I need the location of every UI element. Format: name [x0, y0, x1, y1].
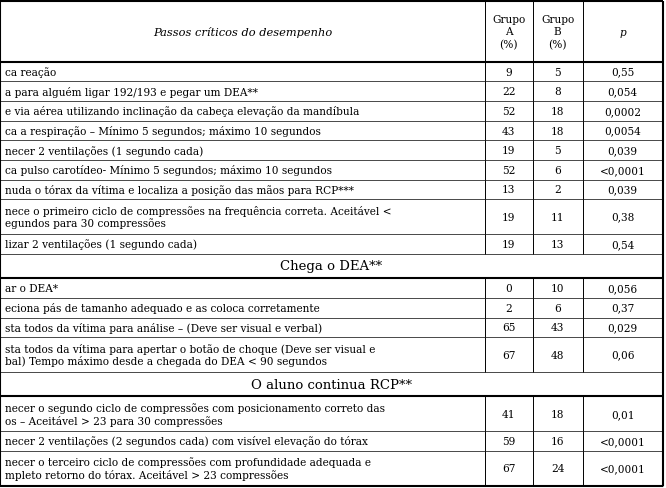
Text: 11: 11	[551, 212, 565, 222]
Text: 0,054: 0,054	[607, 87, 638, 97]
Text: necer 2 ventilações (1 segundo cada): necer 2 ventilações (1 segundo cada)	[5, 145, 203, 156]
Text: 0,01: 0,01	[611, 409, 635, 419]
Text: sta todos da vítima para análise – (Deve ser visual e verbal): sta todos da vítima para análise – (Deve…	[5, 322, 322, 333]
Text: Passos críticos do desempenho: Passos críticos do desempenho	[153, 27, 332, 38]
Text: ca reação: ca reação	[5, 67, 56, 78]
Text: Chega o DEA**: Chega o DEA**	[280, 260, 382, 273]
Text: 0,55: 0,55	[611, 67, 634, 78]
Text: 19: 19	[502, 212, 515, 222]
Text: necer 2 ventilações (2 segundos cada) com visível elevação do tórax: necer 2 ventilações (2 segundos cada) co…	[5, 436, 368, 447]
Text: lizar 2 ventilações (1 segundo cada): lizar 2 ventilações (1 segundo cada)	[5, 239, 196, 250]
Text: 2: 2	[554, 185, 561, 195]
Text: 9: 9	[505, 67, 512, 78]
Text: 0,37: 0,37	[611, 303, 635, 313]
Text: 10: 10	[551, 284, 565, 293]
Text: <0,0001: <0,0001	[600, 436, 645, 446]
Text: 13: 13	[551, 240, 565, 249]
Text: 0: 0	[505, 284, 512, 293]
Text: <0,0001: <0,0001	[600, 165, 645, 176]
Text: 24: 24	[551, 463, 565, 473]
Text: 13: 13	[502, 185, 515, 195]
Text: <0,0001: <0,0001	[600, 463, 645, 473]
Text: 48: 48	[551, 350, 565, 360]
Text: 41: 41	[502, 409, 515, 419]
Text: Grupo
B
(%): Grupo B (%)	[541, 15, 574, 50]
Text: 67: 67	[502, 463, 515, 473]
Text: 0,056: 0,056	[607, 284, 638, 293]
Text: 19: 19	[502, 240, 515, 249]
Text: 67: 67	[502, 350, 515, 360]
Text: sta todos da vítima para apertar o botão de choque (Deve ser visual e
bal) Tempo: sta todos da vítima para apertar o botão…	[5, 343, 375, 366]
Text: 43: 43	[551, 323, 565, 333]
Text: a para alguém ligar 192/193 e pegar um DEA**: a para alguém ligar 192/193 e pegar um D…	[5, 86, 258, 98]
Text: ca pulso carotídeo- Mínimo 5 segundos; máximo 10 segundos: ca pulso carotídeo- Mínimo 5 segundos; m…	[5, 165, 332, 176]
Text: 18: 18	[551, 107, 565, 117]
Text: 0,0054: 0,0054	[604, 126, 641, 136]
Text: nuda o tórax da vítima e localiza a posição das mãos para RCP***: nuda o tórax da vítima e localiza a posi…	[5, 184, 354, 196]
Text: 18: 18	[551, 409, 565, 419]
Text: 0,06: 0,06	[611, 350, 635, 360]
Text: 18: 18	[551, 126, 565, 136]
Text: 22: 22	[502, 87, 515, 97]
Text: ar o DEA*: ar o DEA*	[5, 284, 58, 293]
Text: 5: 5	[555, 67, 561, 78]
Text: O aluno continua RCP**: O aluno continua RCP**	[251, 378, 412, 391]
Text: 0,54: 0,54	[611, 240, 635, 249]
Text: 5: 5	[555, 146, 561, 156]
Text: 0,029: 0,029	[607, 323, 638, 333]
Text: ca a respiração – Mínimo 5 segundos; máximo 10 segundos: ca a respiração – Mínimo 5 segundos; máx…	[5, 126, 320, 137]
Text: 52: 52	[502, 107, 515, 117]
Text: 6: 6	[554, 165, 561, 176]
Text: necer o segundo ciclo de compressões com posicionamento correto das
os – Aceitáv: necer o segundo ciclo de compressões com…	[5, 402, 385, 426]
Text: Grupo
A
(%): Grupo A (%)	[492, 15, 525, 50]
Text: 59: 59	[502, 436, 515, 446]
Text: eciona pás de tamanho adequado e as coloca corretamente: eciona pás de tamanho adequado e as colo…	[5, 303, 320, 314]
Text: 0,039: 0,039	[607, 146, 638, 156]
Text: necer o terceiro ciclo de compressões com profundidade adequada e
mpleto retorno: necer o terceiro ciclo de compressões co…	[5, 456, 371, 480]
Text: 52: 52	[502, 165, 515, 176]
Text: p: p	[619, 27, 626, 38]
Text: 8: 8	[554, 87, 561, 97]
Text: 19: 19	[502, 146, 515, 156]
Text: 0,039: 0,039	[607, 185, 638, 195]
Text: e via aérea utilizando inclinação da cabeça elevação da mandíbula: e via aérea utilizando inclinação da cab…	[5, 106, 359, 117]
Text: nece o primeiro ciclo de compressões na frequência correta. Aceitável <
egundos : nece o primeiro ciclo de compressões na …	[5, 205, 391, 229]
Text: 2: 2	[505, 303, 512, 313]
Text: 6: 6	[554, 303, 561, 313]
Text: 65: 65	[502, 323, 515, 333]
Text: 43: 43	[502, 126, 515, 136]
Text: 16: 16	[551, 436, 565, 446]
Text: 0,38: 0,38	[611, 212, 635, 222]
Text: 0,0002: 0,0002	[604, 107, 641, 117]
